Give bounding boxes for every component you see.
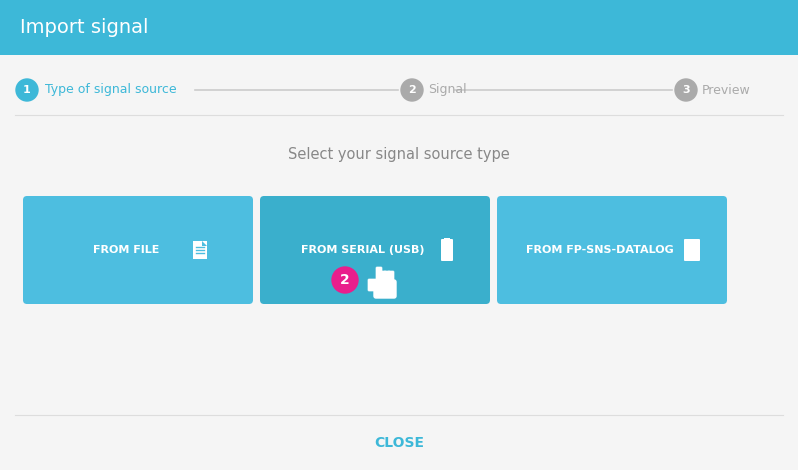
Text: Select your signal source type: Select your signal source type — [288, 148, 510, 163]
Text: Type of signal source: Type of signal source — [45, 84, 176, 96]
Text: Signal: Signal — [428, 84, 467, 96]
Circle shape — [401, 79, 423, 101]
FancyBboxPatch shape — [0, 0, 798, 55]
FancyBboxPatch shape — [444, 238, 450, 242]
FancyBboxPatch shape — [23, 196, 253, 304]
FancyBboxPatch shape — [684, 239, 700, 261]
FancyBboxPatch shape — [368, 279, 377, 291]
FancyBboxPatch shape — [441, 239, 453, 261]
Circle shape — [332, 267, 358, 293]
Text: 2: 2 — [340, 273, 350, 287]
Text: CLOSE: CLOSE — [374, 436, 424, 450]
FancyBboxPatch shape — [374, 280, 396, 298]
Text: 3: 3 — [682, 85, 689, 95]
Polygon shape — [202, 241, 207, 246]
FancyBboxPatch shape — [193, 241, 207, 259]
FancyBboxPatch shape — [388, 271, 394, 283]
FancyBboxPatch shape — [376, 267, 382, 283]
Text: 1: 1 — [23, 85, 31, 95]
Text: FROM FILE: FROM FILE — [93, 245, 159, 255]
Text: Preview: Preview — [702, 84, 751, 96]
Text: 2: 2 — [408, 85, 416, 95]
FancyBboxPatch shape — [260, 196, 490, 304]
FancyBboxPatch shape — [497, 196, 727, 304]
Text: FROM SERIAL (USB): FROM SERIAL (USB) — [302, 245, 425, 255]
Circle shape — [16, 79, 38, 101]
Text: FROM FP-SNS-DATALOG: FROM FP-SNS-DATALOG — [526, 245, 674, 255]
Circle shape — [675, 79, 697, 101]
Text: Import signal: Import signal — [20, 18, 148, 37]
FancyBboxPatch shape — [380, 271, 386, 283]
FancyBboxPatch shape — [384, 271, 390, 283]
